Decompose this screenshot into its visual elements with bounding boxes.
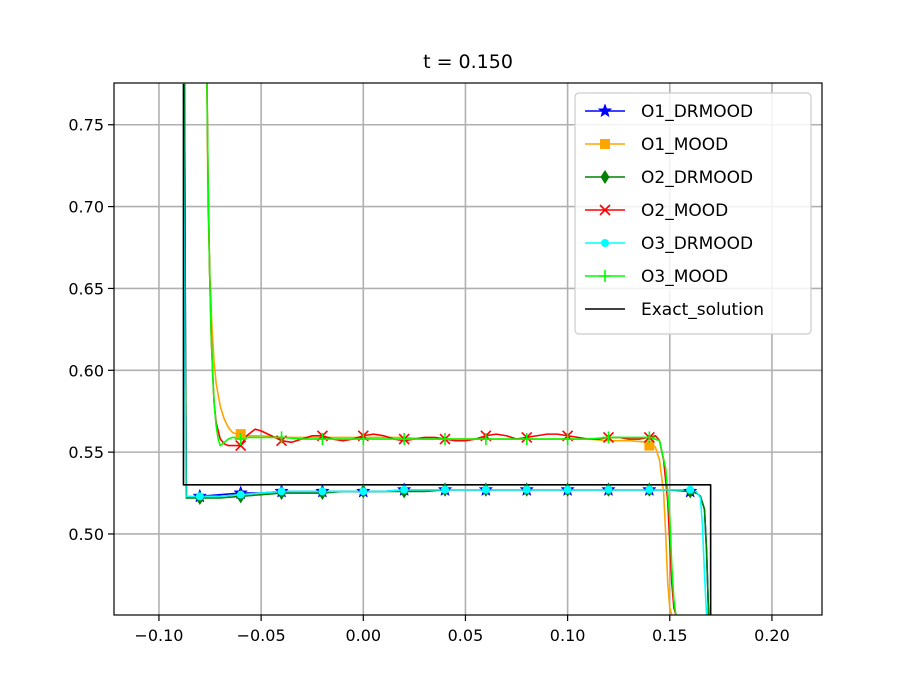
data-point-o3-drmood bbox=[318, 487, 327, 496]
data-point-o3-drmood bbox=[359, 487, 368, 496]
legend-label-o3-mood: O3_MOOD bbox=[641, 267, 728, 287]
legend-label-o2-drmood: O2_DRMOOD bbox=[641, 168, 753, 188]
data-point-o3-mood bbox=[643, 431, 656, 444]
x-tick-label: 0.05 bbox=[448, 626, 484, 645]
legend-marker-o2-mood bbox=[599, 204, 611, 216]
data-point-o3-mood bbox=[398, 433, 411, 446]
ticks: −0.10 −0.05 0.00 0.05 0.10 0.15 0.20 0.50 0.55 0.… bbox=[68, 116, 789, 645]
data-point-o3-mood bbox=[234, 433, 247, 446]
y-tick-label: 0.70 bbox=[68, 198, 104, 217]
y-tick-label: 0.55 bbox=[68, 443, 104, 462]
legend-label-o1-drmood: O1_DRMOOD bbox=[641, 102, 753, 122]
data-point-o3-drmood bbox=[563, 485, 572, 494]
y-tick-label: 0.60 bbox=[68, 361, 104, 380]
axes-frame bbox=[113, 82, 823, 616]
legend-marker-o3-mood bbox=[599, 270, 611, 282]
data-point-o3-mood bbox=[561, 433, 574, 446]
data-point-o3-drmood bbox=[400, 485, 409, 494]
y-tick-label: 0.50 bbox=[68, 525, 104, 544]
data-point-o3-drmood bbox=[686, 485, 695, 494]
series-line-o3-mood bbox=[206, 83, 677, 615]
legend-label-exact-solution: Exact_solution bbox=[641, 300, 764, 320]
data-point-o3-drmood bbox=[236, 490, 245, 499]
data-point-o3-mood bbox=[357, 433, 370, 446]
series-line-exact-solution bbox=[182, 83, 712, 615]
legend-box bbox=[574, 92, 812, 335]
legend-label-o2-mood: O2_MOOD bbox=[641, 201, 728, 221]
data-point-o3-mood bbox=[316, 433, 329, 446]
legend-marker-o1-mood bbox=[600, 139, 610, 149]
legend-label-o1-mood: O1_MOOD bbox=[641, 135, 728, 155]
legend-marker-o3-drmood bbox=[601, 239, 609, 247]
x-tick-label: 0.20 bbox=[754, 626, 790, 645]
data-point-o3-drmood bbox=[522, 485, 531, 494]
data-point-o3-drmood bbox=[604, 485, 613, 494]
x-tick-label: 0.15 bbox=[652, 626, 688, 645]
legend-label-o3-drmood: O3_DRMOOD bbox=[641, 234, 753, 254]
data-point-o3-drmood bbox=[645, 485, 654, 494]
data-point-o3-drmood bbox=[277, 487, 286, 496]
y-tick-label: 0.75 bbox=[68, 116, 104, 135]
data-point-o3-mood bbox=[439, 433, 452, 446]
data-point-o3-mood bbox=[520, 433, 533, 446]
legend-marker-o1-drmood bbox=[597, 103, 613, 118]
marker-layer bbox=[192, 429, 698, 505]
legend: O1_DRMOOD O1_MOOD O2_DRMOOD O2_MOOD O3_DRMOO… bbox=[574, 92, 812, 335]
series-line-o2-mood bbox=[206, 83, 677, 615]
x-tick-label: 0.00 bbox=[345, 626, 381, 645]
data-point-o3-drmood bbox=[195, 492, 204, 501]
data-point-o3-drmood bbox=[441, 485, 450, 494]
data-point-o3-mood bbox=[479, 433, 492, 446]
data-point-o2-mood bbox=[235, 440, 247, 452]
data-point-o1-mood bbox=[644, 440, 655, 451]
data-point-o3-mood bbox=[602, 431, 615, 444]
series-line-o3-drmood bbox=[182, 83, 708, 615]
data-point-o3-drmood bbox=[481, 485, 490, 494]
x-tick-label: 0.10 bbox=[550, 626, 586, 645]
chart-title: t = 0.150 bbox=[423, 51, 513, 73]
legend-marker-o2-drmood bbox=[600, 170, 610, 184]
data-point-o3-mood bbox=[275, 431, 288, 444]
x-tick-label: −0.05 bbox=[237, 626, 286, 645]
x-tick-label: −0.10 bbox=[134, 626, 183, 645]
y-tick-label: 0.65 bbox=[68, 279, 104, 298]
